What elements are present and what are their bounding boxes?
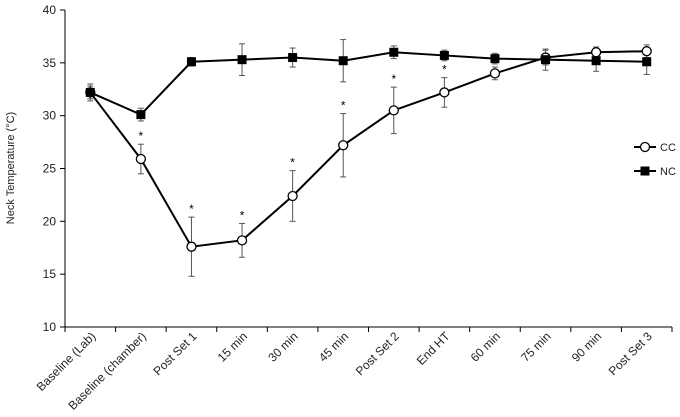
legend: CC NC (634, 141, 676, 178)
y-tick-label: 30 (43, 109, 57, 123)
legend-label-cc: CC (660, 142, 676, 154)
series-markers (85, 46, 652, 252)
legend-label-nc: NC (660, 166, 676, 178)
x-tick-label: 30 min (265, 329, 300, 364)
data-point-nc (541, 55, 551, 65)
data-point-cc (135, 153, 147, 165)
significance-asterisk: * (189, 202, 194, 216)
data-point-nc (136, 110, 146, 120)
series-lines (89, 50, 647, 248)
significance-asterisk: * (290, 156, 295, 170)
data-point-nc (439, 50, 449, 60)
data-point-cc (489, 68, 501, 79)
data-point-nc (85, 87, 95, 97)
data-point-nc (389, 47, 399, 57)
significance-asterisk: * (341, 99, 346, 113)
x-tick-label: 90 min (569, 329, 604, 364)
data-point-nc (288, 53, 298, 63)
data-point-nc (490, 54, 500, 64)
data-point-nc (591, 56, 601, 66)
significance-asterisk: * (442, 63, 447, 77)
data-point-cc (590, 47, 602, 58)
y-tick-label: 15 (43, 267, 57, 281)
data-point-cc (439, 87, 450, 98)
data-point-nc (186, 57, 196, 67)
x-tick-label: Post Set 2 (353, 329, 402, 378)
y-tick-label: 40 (43, 3, 57, 17)
y-tick-label: 10 (43, 320, 57, 334)
x-tick-label: Post Set 1 (151, 329, 200, 378)
x-tick-label: 75 min (518, 329, 553, 364)
significance-asterisk: * (240, 208, 245, 222)
data-point-nc (642, 57, 652, 67)
significance-asterisk: * (391, 72, 396, 86)
significance-asterisk: * (139, 129, 144, 143)
x-tick-label: Post Set 3 (606, 329, 655, 378)
significance-markers: * * * * * * * (139, 63, 448, 223)
error-bars (87, 39, 650, 277)
data-point-nc (237, 55, 247, 65)
data-point-cc (338, 140, 349, 151)
y-tick-label: 25 (43, 162, 57, 176)
data-point-cc (186, 241, 197, 252)
series-line-cc (89, 50, 647, 248)
data-point-cc (287, 190, 298, 202)
x-tick-label: 45 min (316, 329, 351, 364)
series-line-nc (89, 51, 647, 116)
x-tick-label: End HT (414, 329, 453, 368)
y-axis-title: Neck Temperature (°C) (5, 112, 17, 224)
data-point-nc (338, 56, 348, 66)
data-point-cc (388, 105, 399, 116)
x-tick-label: 60 min (468, 329, 503, 364)
data-point-cc (641, 46, 652, 57)
legend-marker-nc (640, 166, 650, 176)
legend-marker-cc (639, 141, 651, 153)
data-point-cc (236, 235, 248, 246)
x-tick-label: 15 min (215, 329, 250, 364)
y-tick-label: 20 (43, 214, 57, 228)
y-tick-label: 35 (43, 56, 57, 70)
